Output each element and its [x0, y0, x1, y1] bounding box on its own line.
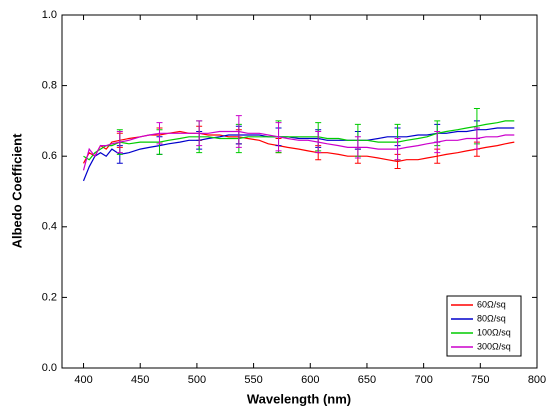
x-tick-label: 800 — [528, 374, 546, 386]
error-bar — [394, 138, 401, 161]
x-tick-label: 500 — [188, 374, 206, 386]
y-tick-label: 0.2 — [42, 291, 57, 303]
y-tick-label: 0.4 — [42, 221, 57, 233]
y-tick-label: 0.8 — [42, 80, 57, 92]
legend-label: 80Ω/sq — [477, 313, 506, 323]
x-tick-label: 550 — [244, 374, 262, 386]
error-bar — [156, 122, 163, 145]
error-bar — [196, 120, 203, 147]
error-bar — [315, 130, 322, 154]
legend-label: 300Ω/sq — [477, 341, 511, 351]
error-bar — [354, 136, 361, 159]
error-bar — [275, 122, 282, 152]
series-line — [82, 130, 515, 171]
y-tick-label: 0.0 — [42, 362, 57, 374]
error-bar — [235, 115, 242, 148]
x-axis-label: Wavelength (nm) — [247, 391, 351, 406]
x-tick-label: 400 — [74, 374, 92, 386]
x-tick-label: 600 — [301, 374, 319, 386]
y-axis-label: Albedo Coefficient — [9, 133, 24, 249]
series-line — [83, 120, 515, 161]
legend-label: 100Ω/sq — [477, 327, 511, 337]
legend-box — [446, 295, 522, 357]
y-tick-label: 1.0 — [42, 9, 57, 21]
legend-label: 60Ω/sq — [477, 299, 506, 309]
error-bar — [473, 127, 480, 150]
plot-frame — [61, 14, 538, 369]
x-tick-label: 700 — [414, 374, 432, 386]
x-tick-label: 750 — [471, 374, 489, 386]
x-tick-label: 650 — [358, 374, 376, 386]
error-bar — [116, 130, 123, 154]
x-tick-label: 450 — [131, 374, 149, 386]
error-bar — [434, 130, 441, 154]
y-tick-label: 0.6 — [42, 150, 57, 162]
